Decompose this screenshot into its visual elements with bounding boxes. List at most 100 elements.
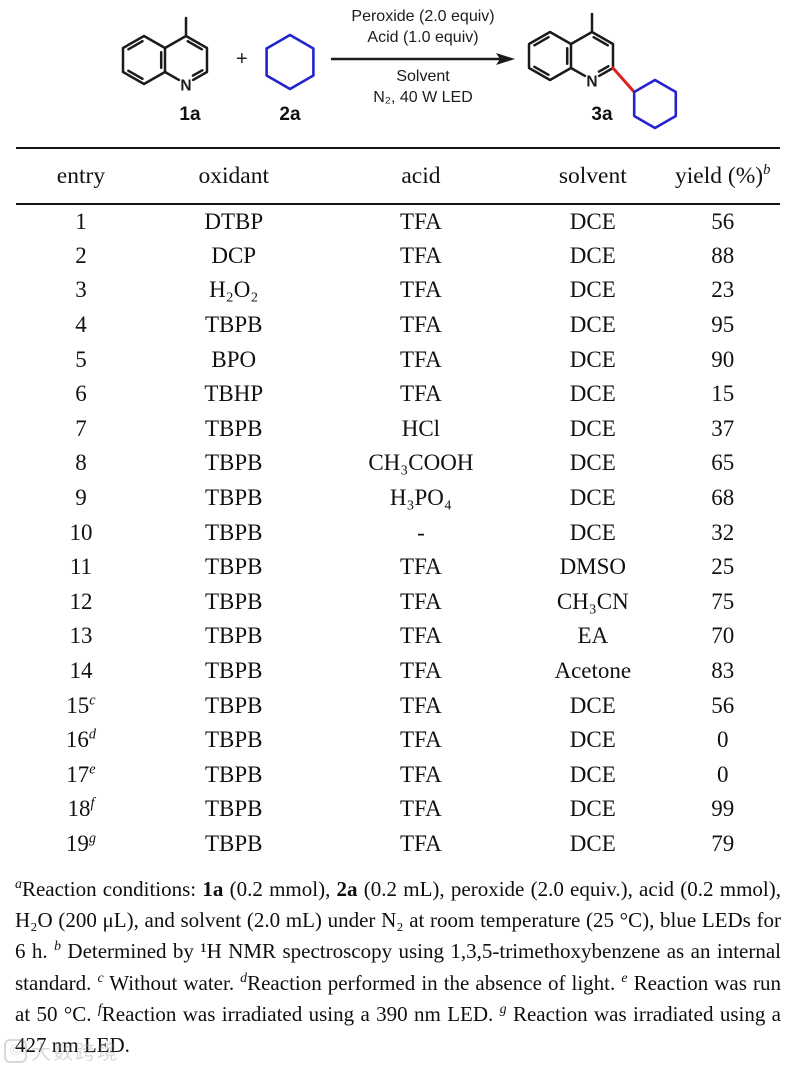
cell-oxidant: TBPB [204,450,263,476]
cell-yield: 0 [716,727,729,753]
cell-oxidant: BPO [211,346,257,372]
cell-solvent: DMSO [559,554,627,580]
reaction-arrow [331,53,515,65]
cell-entry: 17e [66,761,96,787]
cell-entry: 11 [69,554,93,580]
product-quinoline-skeleton [527,12,615,82]
optimization-table: entry oxidant acid solvent yield (%)b 1 … [16,147,780,861]
reactant-quinoline-structure: N [121,16,209,95]
cell-yield: 25 [711,554,735,580]
cell-acid: TFA [400,208,442,234]
table-row: 11 TBPB TFA DMSO 25 [16,550,780,585]
cell-entry: 4 [75,312,87,338]
cell-yield: 23 [711,277,735,303]
cell-yield: 88 [711,242,735,268]
cell-acid: - [417,519,425,545]
cell-oxidant: TBPB [204,554,263,580]
cell-acid: TFA [400,796,442,822]
cell-solvent: DCE [569,381,616,407]
cell-solvent: DCE [569,519,616,545]
cell-entry: 6 [75,381,87,407]
cell-solvent: DCE [569,830,616,856]
cell-entry: 1 [75,208,87,234]
cell-entry: 16d [65,726,96,753]
cell-yield: 65 [711,450,735,476]
cell-oxidant: TBHP [204,381,264,407]
cell-acid: TFA [400,658,442,684]
reactant1-label: 1a [179,104,201,125]
cell-oxidant: TBPB [204,519,263,545]
table-row: 5 BPO TFA DCE 90 [16,342,780,377]
cell-acid: TFA [400,312,442,338]
cell-acid: HCl [401,415,441,441]
table-row: 9 TBPB H₃PO₄ DCE 68 [16,481,780,516]
cell-entry: 18f [67,795,95,822]
condition-atmosphere-light: N₂, 40 W LED [373,89,473,106]
cell-solvent: DCE [569,727,616,753]
cell-solvent: DCE [569,692,616,718]
cell-oxidant: DCP [211,242,257,268]
condition-peroxide: Peroxide (2.0 equiv) [351,8,495,25]
cell-solvent: DCE [569,346,616,372]
table-body: 1 DTBP TFA DCE 56 2 DCP TFA DCE 88 3 H₂O [16,204,780,861]
cell-entry: 12 [69,588,93,614]
cell-solvent: DCE [569,312,616,338]
watermark: © 大数跨境 [4,1036,119,1065]
cell-solvent: DCE [569,761,616,787]
cell-acid: TFA [400,692,442,718]
reactant-cyclohexane-structure [265,33,315,91]
new-c-c-bond [611,66,636,94]
column-header: yield (%)b [675,161,771,189]
cell-acid: H₃PO₄ [389,485,452,511]
cell-solvent: DCE [569,796,616,822]
product-cyclohexyl-ring [632,78,678,130]
nitrogen-label: N [180,78,191,95]
table-row: 14 TBPB TFA Acetone 83 [16,654,780,689]
table-row: 6 TBHP TFA DCE 15 [16,377,780,412]
product-structure: N [527,12,678,130]
cell-acid: TFA [400,830,442,856]
cell-solvent: EA [577,623,609,649]
cell-acid: TFA [400,761,442,787]
cell-acid: TFA [400,588,442,614]
cell-yield: 90 [711,346,735,372]
table-row: 16d TBPB TFA DCE 0 [16,723,780,758]
cell-oxidant: TBPB [204,312,263,338]
table-row: 15c TBPB TFA DCE 56 [16,688,780,723]
cell-oxidant: DTBP [204,208,264,234]
cell-yield: 68 [711,485,735,511]
arrowhead [496,53,515,65]
copyright-icon: © [4,1038,28,1063]
cell-yield: 99 [711,796,735,822]
cell-solvent: CH₃CN [556,588,629,614]
table-row: 3 H₂O₂ TFA DCE 23 [16,273,780,308]
cell-entry: 3 [75,277,87,303]
cell-solvent: DCE [569,485,616,511]
cell-oxidant: H₂O₂ [209,277,259,303]
cell-oxidant: TBPB [204,761,263,787]
table-row: 19g TBPB TFA DCE 79 [16,827,780,862]
cell-oxidant: TBPB [204,623,263,649]
cell-entry: 13 [69,623,93,649]
nitrogen-label: N [586,74,597,91]
cell-solvent: Acetone [554,658,632,684]
reaction-scheme: N 1a + 2a Peroxide (2.0 equiv) Acid (1.0… [0,0,796,148]
table-header-row: entry oxidant acid solvent yield (%)b [16,149,780,204]
cell-entry: 8 [75,450,87,476]
cell-entry: 5 [75,346,87,372]
cell-entry: 7 [75,415,87,441]
cell-yield: 83 [711,658,735,684]
cyclohexane-ring [265,33,315,91]
table-row: 7 TBPB HCl DCE 37 [16,412,780,447]
cell-entry: 14 [69,658,93,684]
cell-acid: CH₃COOH [368,450,474,476]
cell-acid: TFA [400,554,442,580]
condition-solvent: Solvent [396,68,450,85]
table-row: 17e TBPB TFA DCE 0 [16,758,780,793]
column-header: acid [401,162,441,189]
cell-entry: 2 [75,242,87,268]
plus-sign: + [236,48,248,70]
table-row: 13 TBPB TFA EA 70 [16,619,780,654]
cell-yield: 79 [711,830,735,856]
